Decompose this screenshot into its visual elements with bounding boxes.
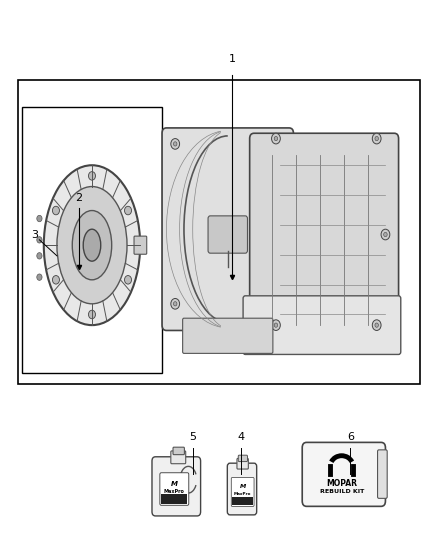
Circle shape bbox=[372, 133, 381, 144]
FancyBboxPatch shape bbox=[227, 463, 257, 515]
FancyBboxPatch shape bbox=[152, 457, 201, 516]
FancyBboxPatch shape bbox=[134, 236, 147, 254]
Circle shape bbox=[274, 136, 278, 141]
Text: M: M bbox=[240, 484, 246, 489]
FancyBboxPatch shape bbox=[160, 473, 189, 505]
FancyBboxPatch shape bbox=[22, 107, 162, 373]
FancyBboxPatch shape bbox=[250, 133, 399, 346]
Ellipse shape bbox=[72, 211, 112, 280]
Circle shape bbox=[274, 323, 278, 327]
Circle shape bbox=[37, 253, 42, 259]
Circle shape bbox=[53, 276, 60, 284]
Circle shape bbox=[124, 206, 131, 215]
Circle shape bbox=[375, 323, 378, 327]
Circle shape bbox=[372, 320, 381, 330]
Circle shape bbox=[171, 298, 180, 309]
Text: 6: 6 bbox=[347, 432, 354, 442]
FancyBboxPatch shape bbox=[237, 458, 248, 469]
Circle shape bbox=[171, 139, 180, 149]
Text: MaxPro: MaxPro bbox=[234, 491, 251, 496]
Ellipse shape bbox=[57, 187, 127, 304]
Circle shape bbox=[37, 274, 42, 280]
Circle shape bbox=[124, 276, 131, 284]
Text: MOPAR: MOPAR bbox=[326, 479, 357, 488]
FancyBboxPatch shape bbox=[162, 128, 293, 330]
Text: 1: 1 bbox=[229, 54, 236, 64]
Circle shape bbox=[375, 136, 378, 141]
Circle shape bbox=[173, 142, 177, 146]
Text: MaxPro: MaxPro bbox=[164, 489, 185, 494]
Circle shape bbox=[173, 302, 177, 306]
Text: 4: 4 bbox=[237, 432, 244, 442]
FancyBboxPatch shape bbox=[238, 455, 247, 462]
FancyBboxPatch shape bbox=[171, 451, 186, 464]
FancyBboxPatch shape bbox=[232, 497, 253, 505]
Circle shape bbox=[272, 320, 280, 330]
FancyBboxPatch shape bbox=[161, 494, 187, 504]
Text: 2: 2 bbox=[75, 192, 82, 203]
Ellipse shape bbox=[83, 229, 101, 261]
FancyBboxPatch shape bbox=[18, 80, 420, 384]
Text: M: M bbox=[171, 481, 178, 487]
FancyBboxPatch shape bbox=[173, 447, 184, 455]
Circle shape bbox=[381, 229, 390, 240]
Circle shape bbox=[88, 172, 95, 180]
FancyBboxPatch shape bbox=[208, 216, 247, 253]
Text: 3: 3 bbox=[32, 230, 39, 240]
Text: 5: 5 bbox=[189, 432, 196, 442]
Circle shape bbox=[53, 206, 60, 215]
FancyBboxPatch shape bbox=[231, 478, 254, 506]
Text: REBUILD KIT: REBUILD KIT bbox=[319, 489, 364, 494]
FancyBboxPatch shape bbox=[243, 296, 401, 354]
Circle shape bbox=[37, 215, 42, 222]
FancyBboxPatch shape bbox=[378, 450, 387, 498]
Ellipse shape bbox=[44, 165, 140, 325]
Circle shape bbox=[88, 310, 95, 319]
Circle shape bbox=[37, 237, 42, 243]
Circle shape bbox=[384, 232, 387, 237]
FancyBboxPatch shape bbox=[183, 318, 273, 353]
FancyBboxPatch shape bbox=[302, 442, 385, 506]
Circle shape bbox=[272, 133, 280, 144]
